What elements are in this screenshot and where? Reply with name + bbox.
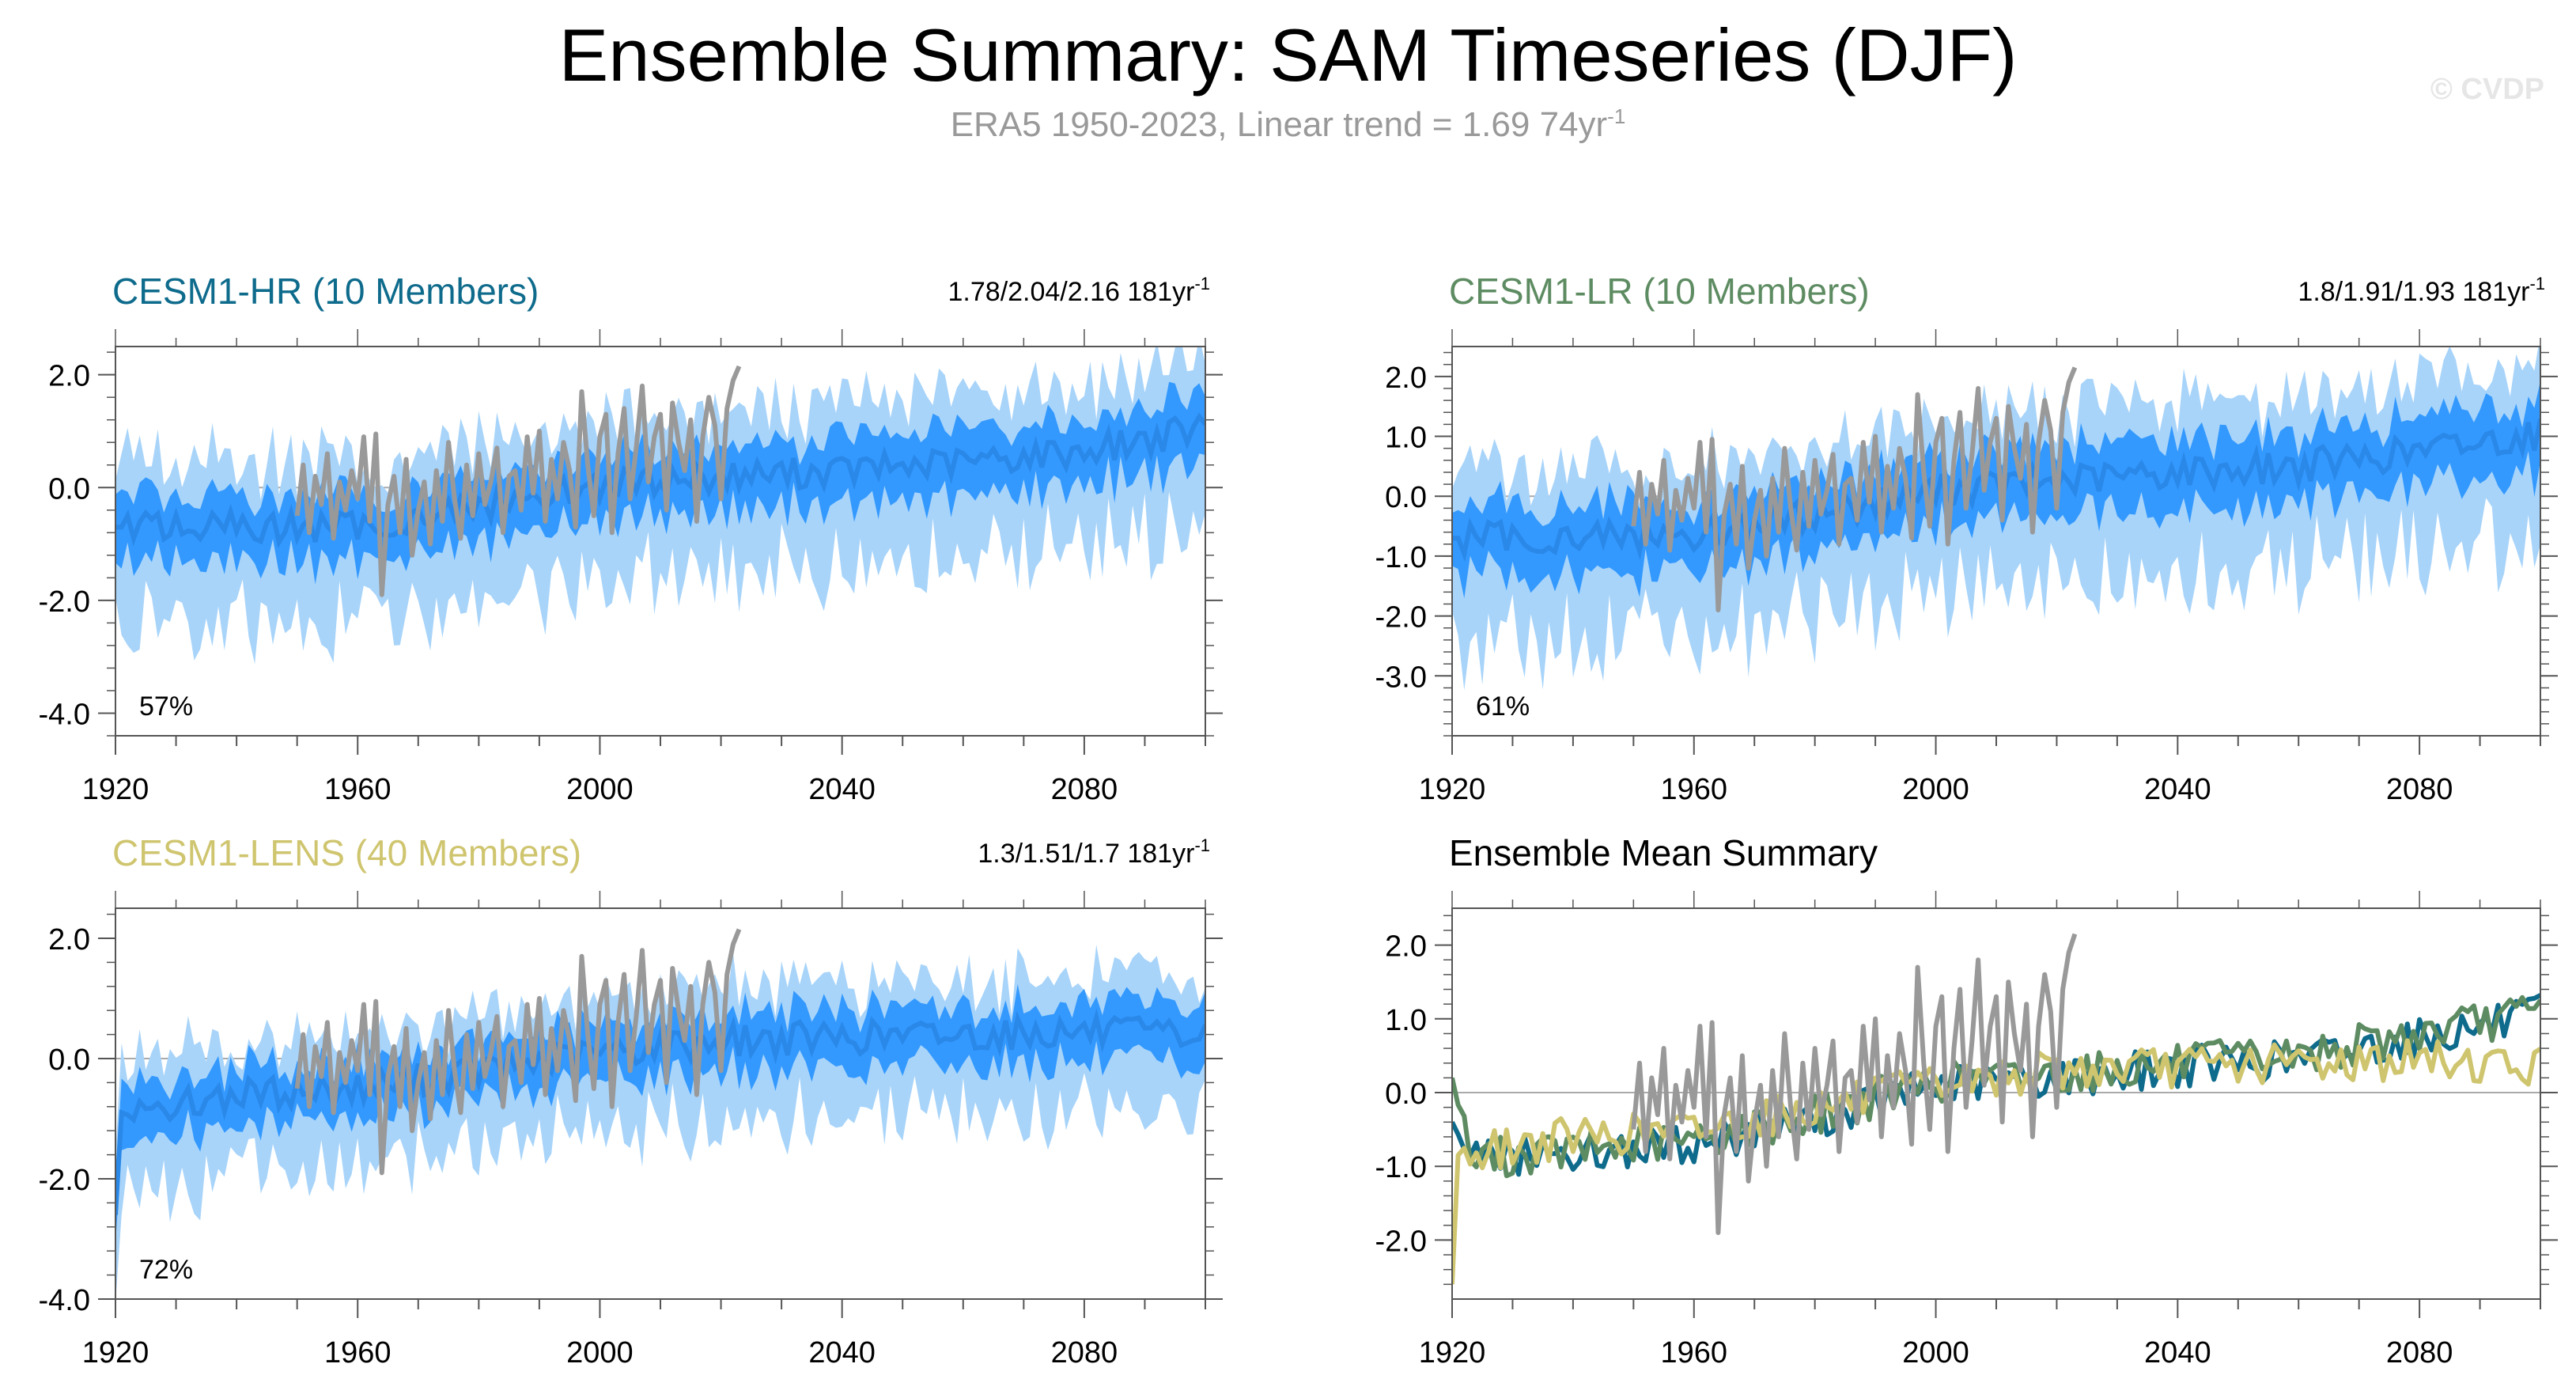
era5-obs-line (294, 365, 742, 597)
y-tick-label: -4.0 (39, 1284, 90, 1317)
y-tick-label: 0.0 (48, 1044, 90, 1077)
page-subtitle: ERA5 1950-2023, Linear trend = 1.69 74yr… (0, 104, 2576, 146)
x-tick-label: 2080 (1051, 1336, 1118, 1369)
x-tick-label: 2000 (566, 773, 634, 806)
y-tick-label: 0.0 (48, 472, 90, 506)
percent-label: 72% (139, 1255, 193, 1285)
trend-exponent: -1 (1194, 835, 1210, 855)
x-tick-label: 2080 (2386, 773, 2453, 806)
page-title: Ensemble Summary: SAM Timeseries (DJF) (558, 13, 2018, 97)
percent-label: 61% (1476, 691, 1530, 722)
trend-exponent: -1 (1194, 274, 1210, 294)
x-tick-label: 1920 (82, 1336, 149, 1369)
x-tick-label: 2040 (808, 1336, 876, 1369)
x-tick-label: 2080 (2386, 1336, 2453, 1369)
y-tick-label: -2.0 (1375, 601, 1427, 634)
x-tick-label: 2040 (2144, 1336, 2211, 1369)
era5-obs-line (294, 928, 742, 1176)
y-tick-label: -2.0 (39, 585, 90, 619)
x-tick-label: 2040 (2144, 773, 2211, 806)
trend-value: 1.78/2.04/2.16 181yr (948, 277, 1195, 307)
panel-lr: 2.0 1.0 0.0 -1.0 -2.0 -3.0 1920 1960 2000 2040 208… (1375, 271, 2558, 806)
era5-obs-line (1631, 933, 2078, 1236)
y-tick-label: 2.0 (48, 360, 90, 393)
y-tick-label: -1.0 (1375, 541, 1427, 574)
y-tick-label: -3.0 (1375, 661, 1427, 694)
y-tick-label: 1.0 (1385, 422, 1427, 455)
panel-lens: 2.0 0.0 -2.0 -4.0 1920 1960 2000 2040 2080 CESM1-… (39, 832, 1223, 1369)
x-tick-label: 2040 (808, 773, 876, 806)
panel-hr: 2.0 0.0 -2.0 -4.0 1920 1960 2000 2040 2080 CESM1-… (39, 271, 1223, 806)
y-tick-label: -2.0 (39, 1164, 90, 1197)
era5-obs-line (1631, 366, 2078, 612)
trend-label: 1.8/1.91/1.93 181yr-1 (2298, 274, 2545, 307)
panel-title: Ensemble Mean Summary (1449, 832, 1878, 873)
x-tick-label: 2080 (1051, 773, 1118, 806)
x-tick-label: 1960 (324, 1336, 392, 1369)
x-tick-label: 1920 (1419, 773, 1486, 806)
line-lr-mean (1452, 994, 2540, 1179)
y-tick-label: 2.0 (1385, 930, 1427, 964)
y-tick-label: -4.0 (39, 698, 90, 731)
panel-title: CESM1-LENS (40 Members) (112, 832, 581, 873)
ensemble-mean-line (1452, 418, 2540, 563)
y-tick-label: -2.0 (1375, 1225, 1427, 1258)
trend-label: 1.3/1.51/1.7 181yr-1 (978, 835, 1210, 869)
y-tick-label: -1.0 (1375, 1151, 1427, 1184)
panel-title: CESM1-HR (10 Members) (112, 271, 539, 312)
y-tick-label: 0.0 (1385, 1078, 1427, 1111)
trend-value: 1.3/1.51/1.7 181yr (978, 839, 1194, 869)
x-tick-label: 2000 (1902, 773, 1969, 806)
panel-summary: 2.0 1.0 0.0 -1.0 -2.0 1920 1960 2000 2040 2080 Ens… (1375, 832, 2558, 1369)
x-tick-label: 1920 (1419, 1336, 1486, 1369)
panel-title: CESM1-LR (10 Members) (1449, 271, 1870, 312)
spread-band-inner (115, 983, 1205, 1244)
x-tick-label: 1960 (324, 773, 392, 806)
y-tick-label: 2.0 (1385, 362, 1427, 395)
x-tick-label: 2000 (1902, 1336, 1969, 1369)
subtitle-exponent: -1 (1607, 104, 1626, 128)
trend-label: 1.78/2.04/2.16 181yr-1 (948, 274, 1210, 307)
x-tick-label: 1960 (1661, 773, 1728, 806)
y-tick-label: 1.0 (1385, 1004, 1427, 1037)
y-tick-label: 0.0 (1385, 481, 1427, 514)
cvdp-watermark: © CVDP (2430, 73, 2544, 106)
x-tick-label: 1960 (1661, 1336, 1728, 1369)
x-tick-label: 1920 (82, 773, 149, 806)
x-tick-label: 2000 (566, 1336, 634, 1369)
y-tick-label: 2.0 (48, 923, 90, 956)
ensemble-mean-line (115, 412, 1205, 548)
subtitle-text: ERA5 1950-2023, Linear trend = 1.69 74yr (950, 105, 1608, 144)
plot-frame (1451, 907, 2541, 1300)
plot-area (1452, 347, 2540, 691)
trend-value: 1.8/1.91/1.93 181yr (2298, 277, 2529, 307)
percent-label: 57% (139, 691, 193, 722)
plot-area (115, 347, 1205, 665)
trend-exponent: -1 (2529, 274, 2545, 294)
